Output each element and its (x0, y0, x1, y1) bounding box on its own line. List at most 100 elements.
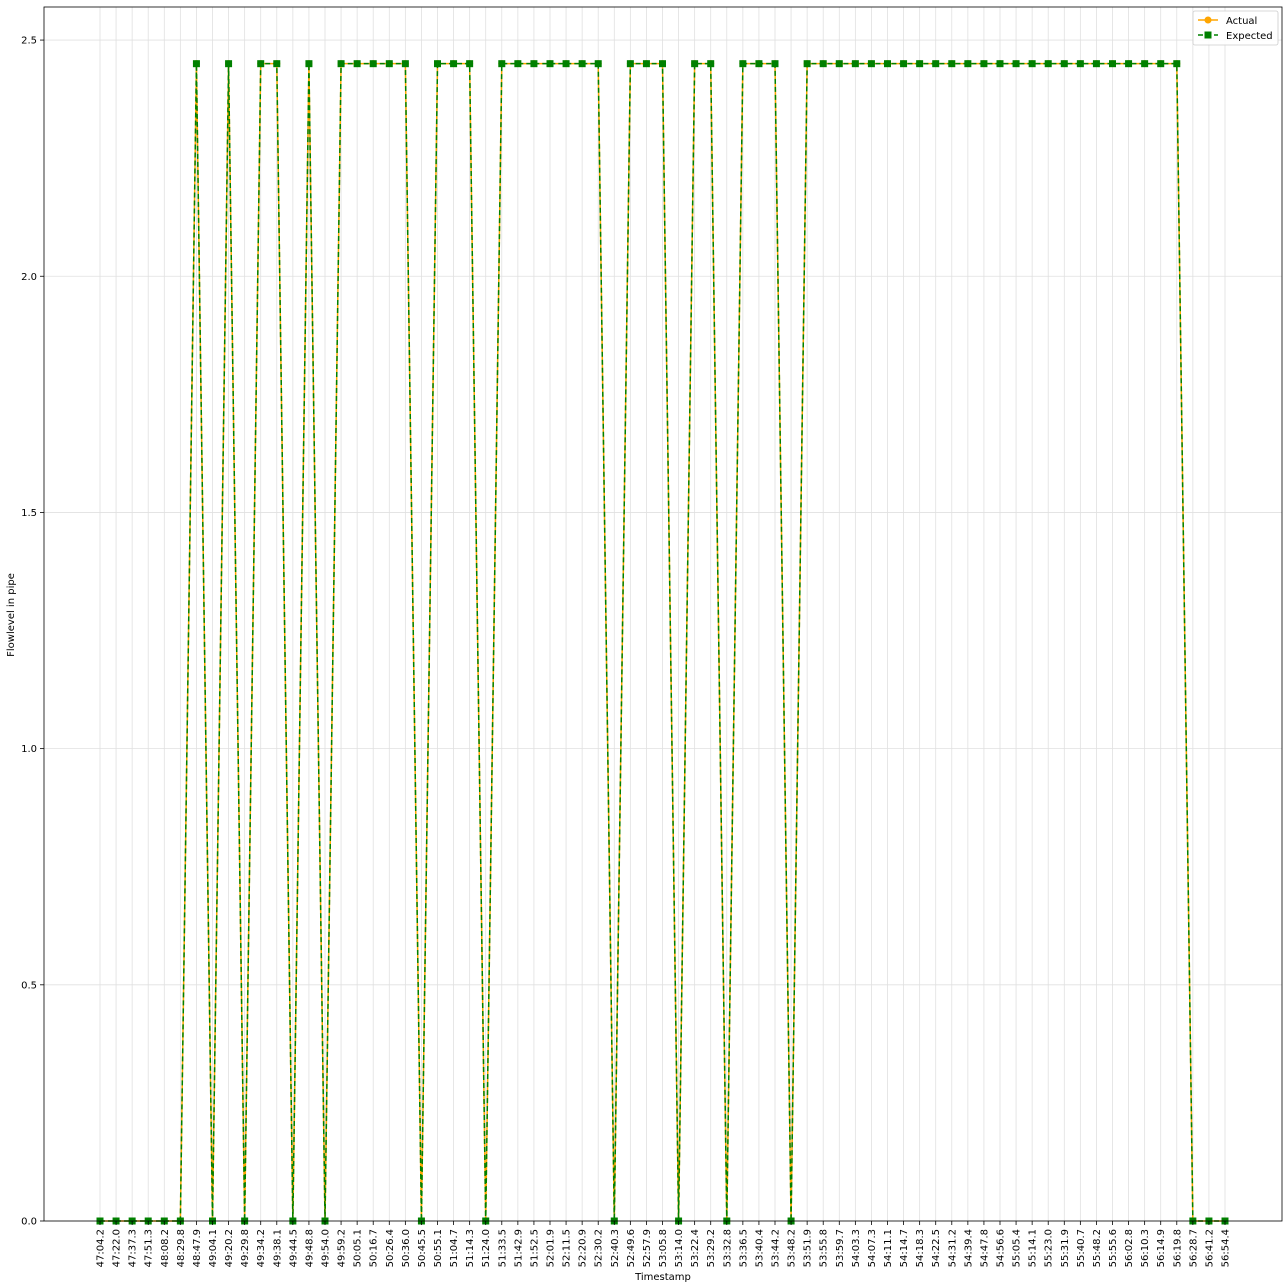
y-tick-label: 0.0 (21, 1217, 37, 1228)
data-point (385, 60, 393, 68)
data-point (1157, 60, 1165, 68)
x-tick-label: 49:44.5 (288, 1229, 299, 1267)
data-point (819, 60, 827, 68)
data-point (755, 60, 763, 68)
data-point (257, 60, 265, 68)
data-point (900, 60, 908, 68)
x-tick-label: 54:18.3 (915, 1229, 926, 1267)
x-tick-label: 48:29.8 (176, 1229, 187, 1267)
data-point (867, 60, 875, 68)
x-tick-label: 53:40.4 (754, 1229, 765, 1267)
x-tick-label: 53:32.8 (722, 1229, 733, 1267)
data-point (1012, 60, 1020, 68)
x-tick-label: 50:26.4 (385, 1229, 396, 1267)
data-point (450, 60, 458, 68)
data-point (851, 60, 859, 68)
x-tick-label: 49:38.1 (272, 1229, 283, 1267)
data-point (578, 60, 586, 68)
y-tick-label: 0.5 (21, 980, 37, 991)
legend-actual-marker (1204, 16, 1212, 24)
data-point (691, 60, 699, 68)
legend-expected-label: Expected (1226, 31, 1273, 42)
data-point (594, 60, 602, 68)
y-axis: 0.0 0.5 1.0 1.5 2.0 2.5 (21, 36, 44, 1228)
x-tick-label: 52:30.2 (594, 1229, 605, 1267)
data-point (1076, 60, 1084, 68)
x-tick-label: 49:04.1 (208, 1229, 219, 1267)
x-tick-label: 54:11.1 (883, 1229, 894, 1267)
data-point (835, 60, 843, 68)
data-point (626, 60, 634, 68)
data-point (1109, 60, 1116, 68)
data-point (466, 60, 474, 68)
data-point (996, 60, 1004, 68)
data-point (707, 60, 715, 68)
data-point (1092, 60, 1100, 68)
data-point (980, 60, 988, 68)
data-point (225, 60, 233, 68)
x-tick-label: 56:19.8 (1172, 1229, 1183, 1267)
data-point (916, 60, 924, 68)
x-tick-label: 54:31.2 (947, 1229, 958, 1267)
x-tick-label: 49:59.2 (337, 1229, 348, 1267)
legend-actual-label: Actual (1226, 16, 1257, 27)
data-point (739, 60, 747, 68)
x-axis-title: Timestamp (634, 1272, 691, 1283)
data-point (353, 60, 361, 68)
x-tick-label: 48:08.2 (160, 1229, 171, 1267)
x-tick-label: 55:31.9 (1060, 1229, 1071, 1267)
x-tick-label: 49:54.0 (321, 1229, 332, 1267)
x-tick-label: 55:05.4 (1012, 1229, 1023, 1267)
x-tick-label: 47:37.3 (128, 1229, 139, 1267)
x-tick-label: 53:05.8 (658, 1229, 669, 1267)
x-tick-label: 52:57.9 (642, 1229, 653, 1267)
x-tick-label: 56:10.3 (1140, 1229, 1151, 1267)
y-tick-label: 2.5 (21, 36, 37, 47)
legend: Actual Expected (1192, 10, 1279, 46)
data-point (273, 60, 281, 68)
x-tick-label: 47:51.3 (144, 1229, 155, 1267)
x-tick-label: 53:36.5 (738, 1229, 749, 1267)
data-point (192, 60, 200, 68)
data-point (1141, 60, 1149, 68)
data-point (803, 60, 811, 68)
x-tick-label: 54:14.7 (899, 1229, 910, 1267)
y-axis-title: Flowlevel in pipe (6, 573, 17, 657)
x-tick-label: 54:03.3 (851, 1229, 862, 1267)
x-tick-label: 56:02.8 (1124, 1229, 1135, 1267)
x-tick-label: 50:45.5 (417, 1229, 428, 1267)
x-tick-label: 54:22.5 (931, 1229, 942, 1267)
y-tick-label: 2.0 (21, 272, 37, 283)
x-tick-label: 51:14.3 (465, 1229, 476, 1267)
y-tick-label: 1.0 (21, 744, 37, 755)
x-tick-label: 50:05.1 (353, 1229, 364, 1267)
x-tick-label: 51:42.9 (513, 1229, 524, 1267)
x-tick-label: 52:11.5 (562, 1229, 573, 1267)
x-tick-label: 49:34.2 (256, 1229, 267, 1267)
x-tick-label: 55:23.0 (1044, 1229, 1055, 1267)
data-point (401, 60, 409, 68)
data-point (546, 60, 554, 68)
x-tick-label: 55:14.1 (1028, 1229, 1039, 1267)
x-tick-label: 52:49.6 (626, 1229, 637, 1267)
data-point (1044, 60, 1052, 68)
x-tick-label: 49:48.8 (304, 1229, 315, 1267)
x-tick-label: 54:07.3 (867, 1229, 878, 1267)
data-point (514, 60, 522, 68)
data-point (948, 60, 956, 68)
x-axis: 47:04.2 47:22.0 47:37.3 47:51.3 48:08.2 48:29… (96, 1221, 1232, 1267)
x-tick-label: 51:24.0 (481, 1229, 492, 1267)
data-point (337, 60, 345, 68)
data-point (964, 60, 972, 68)
x-tick-label: 53:59.7 (835, 1229, 846, 1267)
y-tick-label: 1.5 (21, 508, 37, 519)
x-tick-label: 54:56.6 (996, 1229, 1007, 1267)
data-point (884, 60, 891, 68)
data-point (434, 60, 441, 68)
data-point (1173, 60, 1181, 68)
x-tick-label: 50:16.7 (369, 1229, 380, 1267)
x-tick-label: 54:47.8 (979, 1229, 990, 1267)
x-tick-label: 53:22.4 (690, 1229, 701, 1267)
x-tick-label: 55:40.7 (1076, 1229, 1087, 1267)
data-point (771, 60, 779, 68)
